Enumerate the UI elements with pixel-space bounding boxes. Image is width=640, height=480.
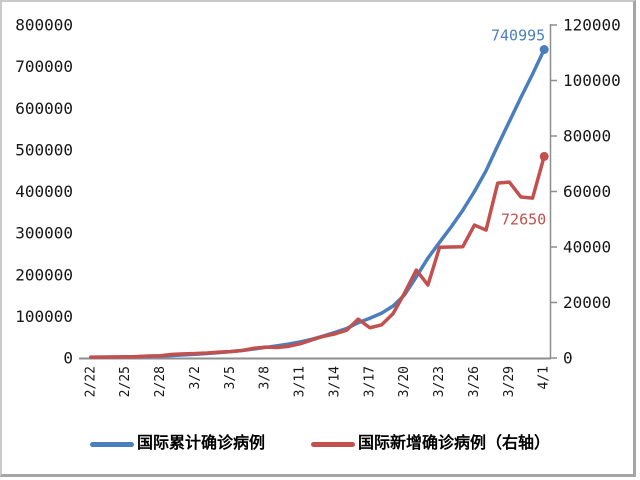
x-axis-label: 4/1 — [537, 366, 552, 389]
x-axis-label: 3/5 — [223, 366, 238, 389]
x-axis-label: 3/20 — [397, 366, 412, 397]
x-axis-label: 2/25 — [118, 366, 133, 397]
left-axis-label: 0 — [63, 349, 73, 368]
x-axis-label: 3/29 — [502, 366, 517, 397]
x-axis-label: 3/2 — [188, 366, 203, 389]
right-axis-label: 0 — [563, 349, 573, 368]
series-line-0 — [89, 47, 546, 360]
legend-item-cumulative: 国际累计确诊病例 — [89, 435, 265, 452]
legend: 国际累计确诊病例 国际新增确诊病例（右轴） — [0, 431, 640, 457]
legend-label-cumulative: 国际累计确诊病例 — [136, 435, 265, 452]
series-end-label-1: 72650 — [501, 210, 546, 228]
x-axis-label: 3/8 — [258, 366, 273, 389]
left-axis-label: 200000 — [15, 265, 73, 284]
series-end-label-0: 740995 — [491, 27, 545, 45]
x-axis-label: 3/26 — [467, 366, 482, 397]
left-axis-label: 700000 — [15, 57, 73, 76]
legend-item-new-cases: 国际新增确诊病例（右轴） — [311, 436, 550, 452]
left-axis-label: 500000 — [15, 140, 73, 159]
series-end-marker-1 — [539, 151, 549, 161]
left-axis-label: 600000 — [15, 99, 73, 118]
left-axis-label: 300000 — [15, 224, 73, 243]
x-axis-label: 3/14 — [327, 366, 342, 397]
x-axis-label: 3/23 — [432, 366, 447, 397]
x-axis-label: 2/22 — [83, 366, 98, 397]
legend-swatch-new-cases — [311, 441, 355, 447]
left-axis-label: 800000 — [15, 16, 73, 35]
right-axis-label: 20000 — [563, 293, 611, 312]
left-axis-label: 100000 — [15, 307, 73, 326]
right-axis-label: 60000 — [563, 182, 611, 201]
right-axis-label: 100000 — [563, 71, 621, 90]
left-axis-label: 400000 — [15, 182, 73, 201]
right-axis-label: 120000 — [563, 16, 621, 35]
legend-label-new-cases: 国际新增确诊病例（右轴） — [358, 435, 551, 452]
x-axis-label: 2/28 — [153, 366, 168, 397]
legend-swatch-cumulative — [89, 441, 134, 447]
x-axis-label: 3/11 — [293, 366, 308, 397]
right-axis-label: 40000 — [563, 238, 611, 257]
right-axis-label: 80000 — [563, 127, 611, 146]
series-line-1 — [89, 154, 546, 359]
x-axis-label: 3/17 — [362, 366, 377, 397]
series-end-marker-0 — [539, 45, 549, 55]
